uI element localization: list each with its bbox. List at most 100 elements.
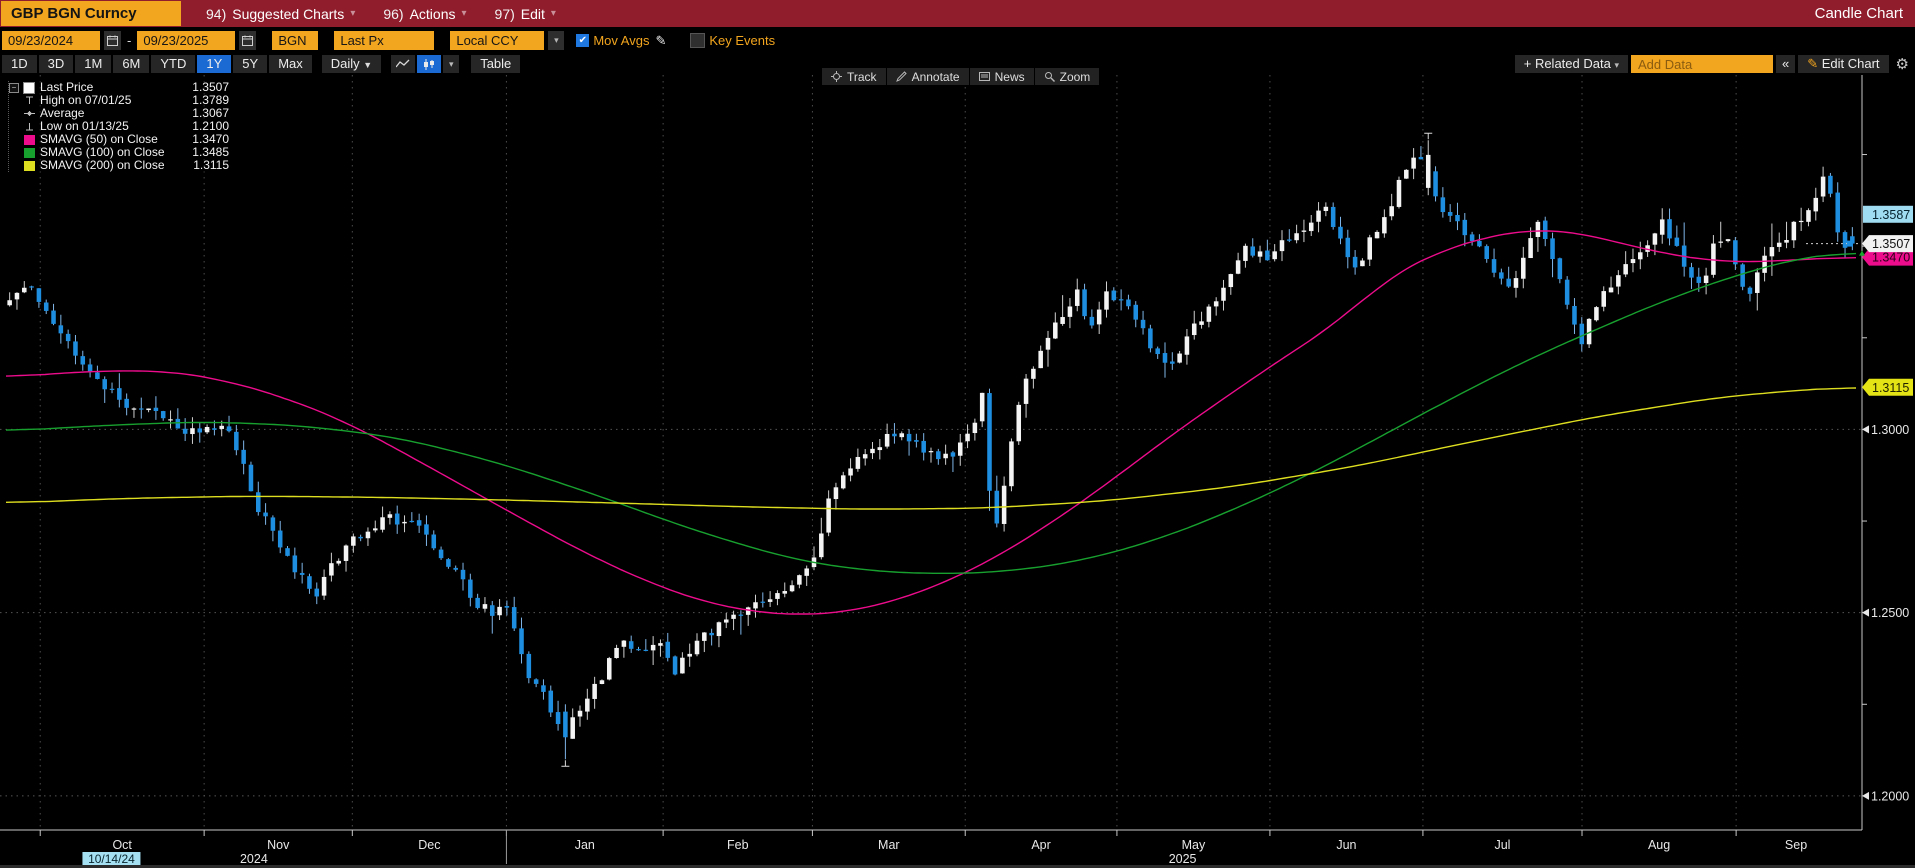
sma200-line [5,387,1857,510]
chart-floating-toolbar: Track Annotate News Zoom [822,68,1100,85]
high-low-markers [561,132,1433,767]
calendar-icon[interactable] [104,31,121,50]
add-data-input[interactable] [1630,55,1773,73]
tab-6m[interactable]: 6M [113,55,150,73]
x-axis-year-label: 2024 [240,852,268,866]
annotate-button[interactable]: Annotate [886,68,969,85]
gear-icon[interactable]: ⚙ [1895,56,1909,73]
y-axis-tick-label: 1.3000 [1871,423,1909,437]
chart-toolbar-row: 1D 3D 1M 6M YTD 1Y 5Y Max Daily ▼ ▾ Table + Rel… [0,54,1915,74]
menu-actions[interactable]: 96) Actions ▾ [383,5,467,22]
legend-row-low-on-01-13-25[interactable]: Low on 01/13/25 1.2100 [9,120,233,133]
tab-max[interactable]: Max [269,55,312,73]
svg-text:1.3115: 1.3115 [1872,381,1909,395]
x-axis-year-label: 2025 [1169,852,1197,866]
currency-selector[interactable]: Local CCY [450,31,545,50]
table-button[interactable]: Table [471,55,521,73]
legend-row-average[interactable]: Average 1.3067 [9,107,233,120]
chart-region: 1.3000 1.2500 1.2000 1.3587 1.3470 1.3507 1.31… [0,68,1915,868]
news-icon [978,71,990,82]
period-selector[interactable]: Daily ▼ [321,55,382,73]
x-axis-month-label: Apr [1031,838,1050,852]
tab-1m[interactable]: 1M [75,55,112,73]
price-up-arrow [1859,250,1865,256]
candle-chart-icon[interactable] [417,55,442,73]
candlestick-series [7,140,1855,760]
line-chart-icon[interactable] [391,55,416,73]
window-title: Candle Chart [1814,5,1903,22]
legend-marker-icon [23,108,35,119]
legend-marker-icon [23,121,35,132]
x-axis-month-label: Nov [267,838,290,852]
legend-expander-icon[interactable]: − [9,82,19,93]
y-axis-tick-label: 1.2000 [1871,789,1909,803]
pencil-icon[interactable]: ✎ [655,32,667,48]
last-price-marker [1847,240,1853,247]
svg-text:1.3587: 1.3587 [1872,208,1910,222]
tab-ytd[interactable]: YTD [151,55,196,73]
legend-marker-icon [23,134,35,145]
key-events-label: Key Events [709,33,776,48]
pricing-source-field[interactable]: BGN [272,31,319,50]
legend-row-high-on-07-01-25[interactable]: High on 07/01/25 1.3789 [9,94,233,107]
price-tag-1.3115: 1.3115 [1862,378,1913,396]
x-axis-month-label: Jul [1494,838,1510,852]
menu-suggested-charts[interactable]: 94) Suggested Charts ▾ [206,5,356,22]
date-range-separator: - [127,33,132,48]
axes: 1.3000 1.2500 1.2000 [0,75,1909,831]
tab-3d[interactable]: 3D [38,55,74,73]
magnifier-icon [1044,71,1055,82]
x-axis-month-label: Aug [1648,838,1670,852]
mov-avgs-checkbox[interactable]: ✔ [576,34,590,47]
mov-avgs-label: Mov Avgs [593,33,650,48]
menu-edit[interactable]: 97) Edit ▾ [494,5,556,22]
currency-dropdown-arrow[interactable]: ▾ [548,31,565,50]
x-axis-month-label: Jan [575,838,595,852]
legend-row-smavg-100-on-close[interactable]: SMAVG (100) on Close 1.3485 [9,146,233,159]
tab-1d[interactable]: 1D [2,55,37,73]
legend-row-smavg-50-on-close[interactable]: SMAVG (50) on Close 1.3470 [9,133,233,146]
crosshair-icon [831,71,842,82]
svg-text:10/14/24: 10/14/24 [88,852,135,866]
track-button[interactable]: Track [822,68,886,85]
price-tag-1.3507: 1.3507 [1862,235,1913,253]
zoom-button[interactable]: Zoom [1034,68,1100,85]
legend-marker-icon [23,81,35,94]
related-data-button[interactable]: + Related Data ▾ [1514,55,1628,73]
legend-marker-icon [23,160,35,171]
sma50-line [5,230,1857,615]
date-from-field[interactable]: 09/23/2024 [2,31,100,50]
price-field-selector[interactable]: Last Px [334,31,435,50]
date-to-field[interactable]: 09/23/2025 [137,31,236,50]
news-button[interactable]: News [969,68,1034,85]
x-axis-month-label: Sep [1785,838,1807,852]
x-axis-month-label: Dec [418,838,440,852]
sma100-line [5,252,1857,574]
collapse-panel-button[interactable]: « [1775,55,1796,73]
x-axis-month-label: May [1182,838,1206,852]
legend-marker-icon [23,147,35,158]
legend-row-last-price[interactable]: − Last Price 1.3507 [9,81,233,94]
menu-bar: 94) Suggested Charts ▾ 96) Actions ▾ 97) Edit ▾ [192,0,570,27]
tab-5y[interactable]: 5Y [233,55,268,73]
x-axis-month-label: Oct [112,838,132,852]
title-bar: GBP BGN Curncy 94) Suggested Charts ▾ 96) Ac… [0,0,1915,27]
price-tag-1.3470: 1.3470 [1862,248,1913,266]
edit-chart-button[interactable]: ✎ Edit Chart [1798,55,1889,73]
highlighted-date[interactable] [82,852,141,866]
security-field[interactable]: GBP BGN Curncy [1,1,181,26]
svg-text:1.3507: 1.3507 [1872,237,1910,251]
svg-text:1.3470: 1.3470 [1872,251,1910,265]
chart-type-dropdown-arrow[interactable]: ▾ [443,55,460,73]
key-events-checkbox[interactable] [690,33,706,48]
legend-row-smavg-200-on-close[interactable]: SMAVG (200) on Close 1.3115 [9,159,233,172]
x-axis: Oct Nov Dec Jan Feb Mar Apr May Jun Jul Aug Sep 2024… [39,830,1807,866]
tab-1y[interactable]: 1Y [197,55,232,73]
calendar-icon[interactable] [239,31,257,50]
price-tag-1.3587: 1.3587 [1863,205,1913,223]
bottom-window-strip [0,865,1915,868]
control-bar: 09/23/2024 - 09/23/2025 BGN Last Px Loca… [0,27,1915,54]
